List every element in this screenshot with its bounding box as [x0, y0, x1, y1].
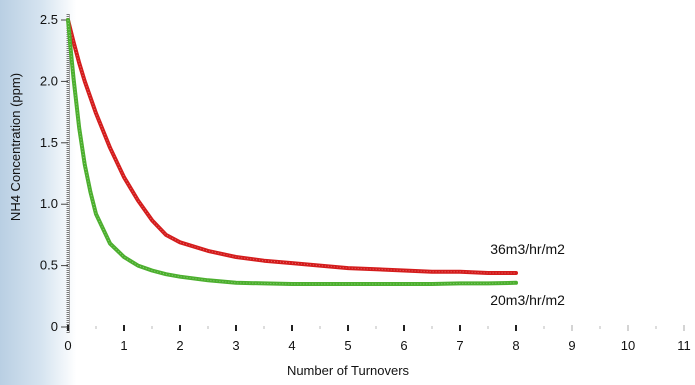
x-tick-label: 9	[568, 338, 575, 353]
series-label-2: 20m3/hr/m2	[490, 292, 565, 308]
series-label-1: 36m3/hr/m2	[490, 241, 565, 257]
x-tick-label: 7	[456, 338, 463, 353]
y-tick-label: 2.5	[40, 12, 58, 27]
x-tick-label: 5	[344, 338, 351, 353]
x-axis: 0 1 2 3 4 5 6 7 8 9 10 11	[64, 325, 691, 353]
series-line-texture	[67, 19, 517, 285]
x-axis-title: Number of Turnovers	[287, 363, 410, 378]
y-tick-label: 0.5	[40, 258, 58, 273]
y-axis-title: NH4 Concentration (ppm)	[8, 73, 23, 221]
y-tick-label: 2.0	[40, 73, 58, 88]
x-tick-label: 11	[677, 338, 691, 353]
x-tick-label: 1	[120, 338, 127, 353]
series-labels: 36m3/hr/m2 20m3/hr/m2	[490, 241, 565, 308]
x-tick-label: 3	[232, 338, 239, 353]
series-layer	[66, 18, 518, 286]
y-axis: 0 0.5 1.0 1.5 2.0 2.5	[40, 12, 70, 334]
x-tick-label: 8	[512, 338, 519, 353]
y-tick-label: 1.5	[40, 135, 58, 150]
x-tick-label: 0	[64, 338, 71, 353]
x-tick-label: 4	[288, 338, 295, 353]
x-tick-label: 2	[176, 338, 183, 353]
x-tick-label: 6	[400, 338, 407, 353]
series-line-texture	[67, 19, 516, 274]
y-tick-label: 0	[51, 319, 58, 334]
series-line-1	[66, 18, 518, 275]
x-tick-label: 10	[621, 338, 635, 353]
y-tick-label: 1.0	[40, 196, 58, 211]
series-line-2	[66, 18, 518, 286]
